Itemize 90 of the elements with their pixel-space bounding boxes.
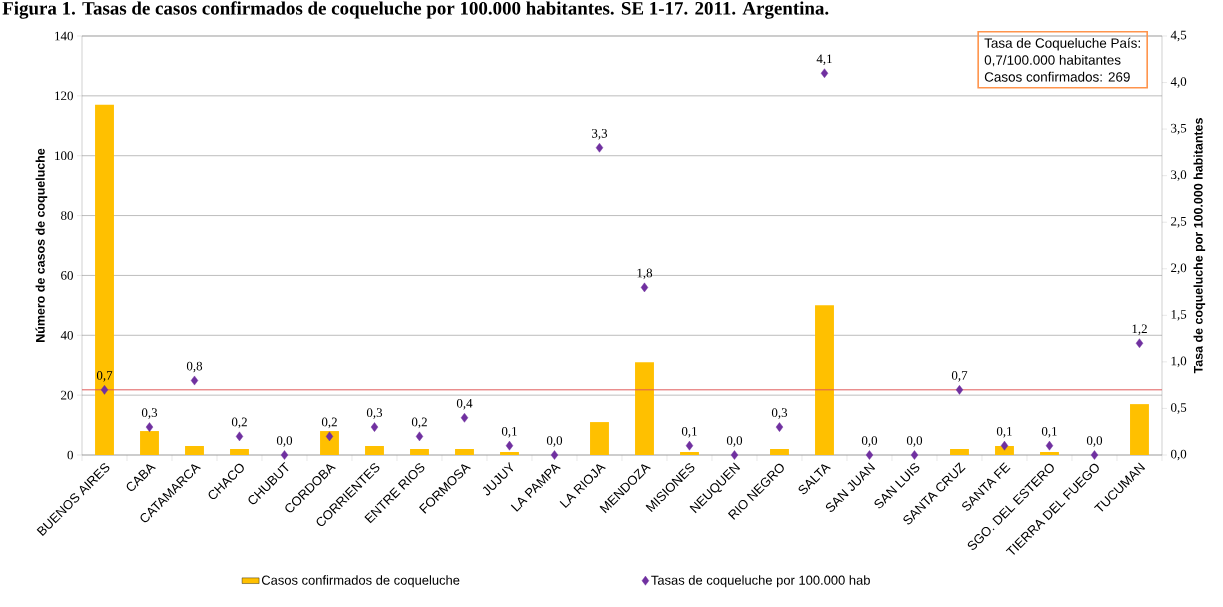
point (145, 422, 154, 432)
point (505, 440, 514, 451)
legend-label: Tasas de coqueluche por 100.000 hab (651, 575, 870, 588)
data-label: 0,3 (366, 408, 383, 419)
y-tick-label: 0 (67, 450, 73, 460)
y2-tick-label: 3,5 (1171, 123, 1187, 135)
bar (590, 422, 609, 455)
y-tick-label: 100 (55, 151, 73, 161)
point (325, 431, 334, 442)
data-label: 3,3 (592, 128, 608, 140)
annotation: 0,7/100.000 habitantes (984, 54, 1121, 67)
bar (770, 449, 789, 455)
y-tick-label: 40 (60, 330, 73, 340)
point (595, 142, 604, 153)
data-label: 0,1 (501, 426, 517, 438)
data-label: 0,0 (276, 436, 293, 447)
bar (680, 452, 699, 455)
bar (230, 449, 249, 455)
y2-tick-label: 1,0 (1171, 356, 1187, 368)
bar (455, 449, 474, 455)
annotation: Tasa de Coqueluche País: (984, 37, 1140, 51)
data-label: 0,0 (726, 436, 743, 447)
point (685, 440, 694, 451)
point (100, 385, 109, 395)
data-label: 0,2 (231, 417, 247, 429)
y2-tick-label: 2,5 (1171, 216, 1187, 228)
data-label: 0,8 (186, 361, 203, 373)
y-tick-label: 140 (55, 31, 73, 41)
point (1045, 440, 1054, 451)
annotation: Casos confirmados: 269 (984, 71, 1130, 82)
point (955, 385, 964, 395)
data-label: 0,2 (321, 417, 337, 429)
y2-tick-label: 0,0 (1171, 449, 1187, 461)
point (235, 431, 244, 442)
y2-axis-title: Tasa de coqueluche por 100.000 habitantes (1193, 118, 1206, 374)
y-axis-title: Número de casos de coqueluche (35, 148, 48, 342)
bar (365, 446, 384, 455)
data-label: 0,0 (906, 436, 923, 447)
bar (140, 431, 159, 455)
bar (1040, 452, 1059, 455)
point (190, 375, 199, 386)
bar (950, 449, 969, 455)
bar (95, 104, 114, 455)
data-label: 0,3 (771, 408, 788, 419)
point (280, 450, 289, 460)
data-label: 1,2 (1132, 324, 1147, 336)
bar (500, 452, 519, 455)
data-label: 1,8 (637, 268, 653, 280)
data-label: 0,7 (96, 371, 113, 382)
y2-tick-label: 2,0 (1171, 263, 1187, 275)
data-label: 0,1 (1041, 426, 1057, 438)
y-tick-label: 80 (61, 211, 73, 220)
point (640, 282, 649, 293)
point (1000, 440, 1009, 451)
point (460, 412, 469, 423)
point (820, 68, 829, 79)
point (865, 450, 874, 460)
bar (815, 305, 834, 455)
y-tick-label: 20 (61, 390, 73, 400)
point (550, 450, 559, 460)
data-label: 0,0 (861, 436, 878, 447)
point (415, 431, 424, 442)
point (1135, 338, 1144, 349)
data-label: 0,2 (411, 417, 427, 429)
point (775, 422, 784, 432)
point (910, 450, 919, 460)
y2-tick-label: 4,0 (1170, 77, 1187, 88)
y2-tick-label: 1,5 (1171, 310, 1187, 321)
y2-tick-label: 3,0 (1171, 170, 1187, 181)
chart-title: Figura 1. Tasas de casos confirmados de coqueluche por 100.000 habitantes. SE 1-17. 2011. Argentina. (2, 1, 829, 19)
point (730, 450, 739, 460)
bar (635, 362, 654, 455)
bar (410, 449, 429, 455)
y2-tick-label: 0,5 (1171, 403, 1187, 414)
data-label: 4,1 (816, 54, 832, 66)
point (370, 422, 379, 432)
y2-tick-label: 4,5 (1170, 30, 1187, 42)
bar (1130, 404, 1149, 455)
data-label: 0,1 (681, 426, 697, 438)
data-label: 0,0 (546, 436, 563, 447)
point (1090, 450, 1099, 460)
data-label: 0,7 (951, 371, 968, 382)
y-tick-label: 60 (61, 271, 73, 280)
y-tick-label: 120 (55, 91, 73, 101)
data-label: 0,3 (141, 408, 158, 419)
bar (185, 446, 204, 455)
legend-label: Casos confirmados de coqueluche (261, 575, 460, 588)
data-label: 0,0 (1086, 436, 1103, 447)
data-label: 0,1 (996, 426, 1012, 438)
data-label: 0,4 (456, 398, 473, 410)
